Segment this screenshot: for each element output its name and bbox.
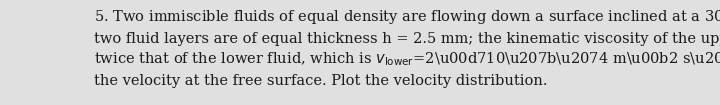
- Text: 5. Two immiscible fluids of equal density are flowing down a surface inclined at: 5. Two immiscible fluids of equal densit…: [94, 6, 720, 27]
- Text: the velocity at the free surface. Plot the velocity distribution.: the velocity at the free surface. Plot t…: [94, 74, 548, 88]
- Text: twice that of the lower fluid, which is $v_{\mathrm{lower}}$=2\u00d710\u207b\u20: twice that of the lower fluid, which is …: [94, 50, 720, 68]
- Text: two fluid layers are of equal thickness h = 2.5 mm; the kinematic viscosity of t: two fluid layers are of equal thickness …: [94, 32, 720, 45]
